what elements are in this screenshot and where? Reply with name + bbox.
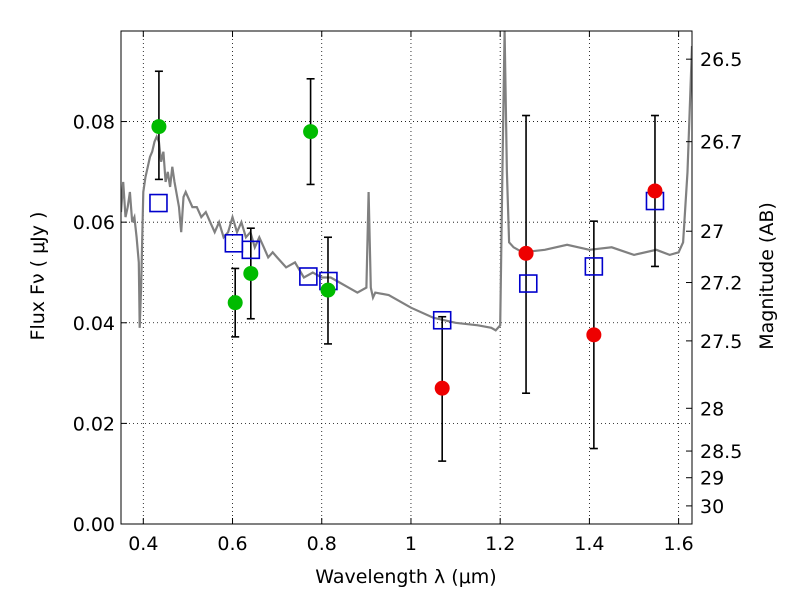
x-tick-label: 0.8 [307,533,337,555]
model-square-point [299,267,318,286]
x-tick-label: 1 [405,533,417,555]
green-data-point [227,295,243,311]
y-tick-label: 0.00 [73,514,115,536]
model-square-point [518,274,538,293]
right-tick-label: 26.7 [700,132,742,154]
right-tick-label: 27.2 [700,273,742,295]
sed-line [121,31,692,332]
model-square-point [224,233,244,253]
red-data-point [647,183,663,199]
red-data-point [518,245,534,261]
right-tick-label: 28.5 [700,441,742,463]
model-square-point [584,257,604,276]
right-axis-ticks: 26.5 26.7 27 27.2 27.5 28 28.5 29 30 [686,49,742,518]
model-square-point [241,240,261,260]
y-axis-ticks: 0.00 0.02 0.04 0.06 0.08 [73,112,127,536]
red-data-point [434,380,450,396]
plot-frame [120,30,693,525]
right-tick-label: 27 [700,221,724,243]
x-tick-label: 0.4 [128,533,158,555]
y-tick-label: 0.08 [73,112,115,134]
y-tick-label: 0.06 [73,212,115,234]
right-axis-title: Magnitude (AB) [756,202,778,350]
x-axis-title: Wavelength λ (μm) [315,566,496,588]
y-tick-label: 0.02 [73,413,115,435]
x-axis-ticks: 0.4 0.6 0.8 1 1.2 1.4 1.6 [128,31,694,555]
green-data-point [303,124,319,140]
chart-marks [149,70,665,462]
grid-lines [121,31,692,525]
green-data-point [243,265,259,281]
sed-template-line [121,31,692,332]
x-tick-label: 1.6 [664,533,694,555]
x-tick-label: 0.6 [217,533,247,555]
model-square-point [149,193,168,213]
right-tick-label: 29 [700,468,724,490]
x-tick-label: 1.2 [485,533,515,555]
y-axis-title: Flux Fν ( μJy ) [27,212,49,341]
right-tick-label: 27.5 [700,331,742,353]
red-data-point [586,327,602,343]
green-data-point [320,282,336,298]
x-tick-label: 1.4 [574,533,604,555]
y-tick-label: 0.04 [73,313,115,335]
model-square-point [432,310,452,330]
right-tick-label: 26.5 [700,49,742,71]
right-tick-label: 28 [700,398,724,420]
right-tick-label: 30 [700,496,724,518]
green-data-point [151,119,167,135]
